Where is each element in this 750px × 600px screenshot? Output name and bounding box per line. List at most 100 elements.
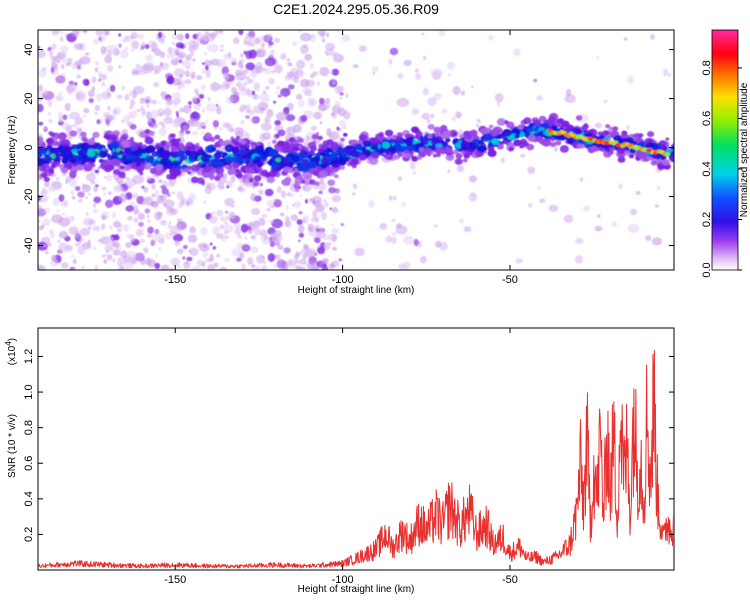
spectrogram-band-blob (635, 150, 646, 159)
spectrogram-noise-blob (83, 108, 90, 114)
spectrogram-noise-blob (134, 205, 139, 209)
spectrogram-band-blob (43, 176, 50, 182)
spectrogram-band-blob (308, 160, 318, 168)
spectrogram-noise-blob (413, 238, 419, 247)
spectrogram-noise-blob (118, 65, 121, 69)
spectrogram-noise-blob (72, 258, 77, 265)
spectrogram-band-blob (360, 134, 368, 141)
spectrogram-noise-blob (358, 45, 367, 52)
spectrogram-noise-blob (192, 43, 200, 50)
spectrogram-noise-blob (265, 86, 270, 90)
spectrogram-band-blob (136, 159, 142, 164)
spectrogram-noise-blob (250, 246, 259, 254)
spectrogram-noise-blob (246, 257, 254, 266)
spectrogram-noise-blob (333, 174, 339, 179)
snr-x-tick-label: -50 (502, 574, 518, 586)
spectrogram-band-blob (218, 140, 225, 146)
spectrogram-band-blob (297, 163, 307, 172)
spectrogram-band-blob (300, 179, 306, 184)
spectrogram-noise-blob (313, 111, 323, 120)
spectrogram-noise-blob (94, 264, 99, 270)
spectrogram-noise-blob (273, 100, 277, 104)
spectrogram-band-blob (557, 118, 564, 124)
spectrogram-y-ticks: -40 -20 0 20 40 (23, 43, 674, 253)
spectrogram-noise-blob (207, 263, 215, 270)
spectrogram-band-blob (268, 148, 278, 157)
spectrogram-band-blob (254, 156, 261, 161)
spectrogram-noise-blob (338, 120, 346, 126)
spectrogram-band-blob (215, 166, 225, 175)
spectrogram-noise-blob (71, 195, 76, 200)
spectrogram-noise-blob (182, 104, 192, 114)
spectrogram-band-blob (314, 181, 320, 186)
spectrogram-noise-blob (147, 117, 152, 123)
spectrogram-noise-blob (321, 258, 328, 265)
spectrogram-noise-blob (85, 212, 89, 217)
spectrogram-noise-blob (539, 198, 546, 203)
spectrogram-band-blob (38, 141, 43, 146)
spectrogram-noise-blob (488, 35, 494, 41)
spectrogram-noise-blob (248, 172, 254, 179)
spectrogram-band-blob (455, 142, 461, 147)
spectrogram-noise-blob (396, 97, 410, 108)
spectrogram-noise-blob (329, 71, 334, 74)
spectrogram-noise-blob (79, 127, 82, 132)
spectrogram-noise-blob (219, 224, 224, 229)
spectrogram-noise-blob (126, 176, 130, 181)
spectrogram-noise-blob (179, 59, 182, 63)
spectrogram-noise-blob (74, 242, 80, 247)
spectrogram-band-blob (576, 143, 583, 149)
spectrogram-band-blob (555, 140, 562, 146)
snr-y-tick-label: 1.0 (23, 384, 35, 399)
spectrogram-noise-blob (267, 33, 273, 38)
spectrogram-noise-blob (202, 33, 211, 42)
spectrogram-noise-blob (71, 254, 75, 258)
spectrogram-noise-blob (135, 229, 145, 237)
spectrogram-noise-blob (47, 100, 53, 107)
spectrogram-noise-blob (220, 49, 224, 52)
spectrogram-noise-blob (123, 115, 131, 123)
spectrogram-panel: -150 -100 -50 -40 -20 0 20 40 Height of straig… (7, 29, 675, 296)
spectrogram-band-blob (632, 134, 637, 138)
spectrogram-band-blob (519, 144, 524, 149)
spectrogram-noise-blob (166, 52, 174, 59)
spectrogram-band-blob (264, 172, 271, 178)
spectrogram-noise-blob (476, 124, 480, 128)
spectrogram-noise-blob (317, 103, 328, 112)
spectrogram-noise-blob (177, 81, 182, 85)
spectrogram-band-blob (253, 181, 260, 187)
spectrogram-band-blob (235, 168, 241, 173)
spectrogram-band-blob (345, 148, 355, 156)
spectrogram-band-blob (205, 145, 215, 154)
spectrogram-band-blob (118, 154, 123, 159)
spectrogram-noise-blob (409, 163, 416, 170)
spectrogram-noise-blob (70, 190, 74, 195)
spectrogram-noise-blob (336, 126, 340, 131)
spectrogram-noise-blob (136, 195, 144, 205)
spectrogram-noise-blob (151, 203, 158, 208)
spectrogram-noise-blob (273, 230, 282, 238)
spectrogram-noise-blob (201, 131, 204, 135)
spectrogram-noise-blob (299, 193, 302, 198)
spectrogram-noise-blob (94, 104, 101, 112)
spectrogram-noise-blob (235, 83, 240, 87)
spectrogram-noise-blob (280, 87, 291, 97)
spectrogram-band-blob (55, 141, 61, 146)
spectrogram-band-blob (212, 158, 221, 165)
spectrogram-noise-blob (107, 105, 111, 112)
spectrogram-noise-blob (104, 54, 113, 64)
spectrogram-noise-blob (594, 122, 603, 129)
colorbar-gradient (711, 29, 739, 271)
spectrogram-noise-blob (106, 174, 113, 182)
spectrogram-noise-blob (171, 41, 175, 46)
spectrogram-noise-blob (276, 259, 286, 269)
spectrogram-noise-blob (56, 177, 59, 181)
spectrogram-noise-blob (298, 258, 307, 265)
spectrogram-band-blob (317, 147, 324, 153)
spectrogram-noise-blob (57, 52, 61, 58)
spectrogram-band-blob (326, 147, 332, 153)
spectrogram-noise-blob (422, 87, 429, 96)
spectrogram-noise-blob (266, 108, 274, 118)
spectrogram-noise-blob (101, 186, 107, 191)
spectrogram-noise-blob (203, 200, 206, 204)
